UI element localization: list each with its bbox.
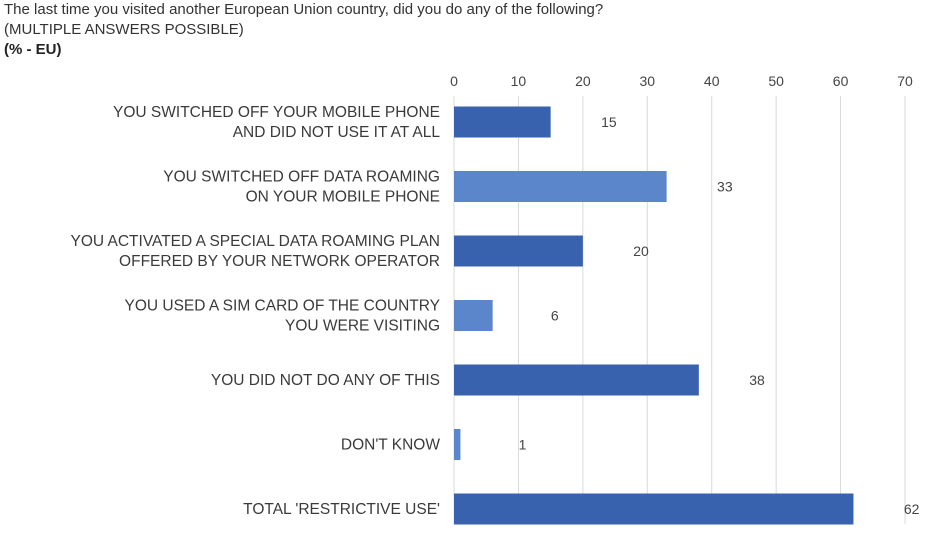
x-tick-label-20: 20 (575, 73, 591, 89)
x-tick-label-30: 30 (639, 73, 655, 89)
category-label-4-line-2: YOU WERE VISITING (285, 318, 440, 335)
unit-label: (% - EU) (4, 41, 62, 58)
bar-2 (454, 171, 667, 202)
bar-6 (454, 429, 461, 460)
bar-3 (454, 235, 583, 267)
category-label-2-line-1: YOU SWITCHED OFF DATA ROAMING (163, 169, 440, 186)
x-tick-label-50: 50 (768, 73, 784, 89)
category-label-3-line-2: OFFERED BY YOUR NETWORK OPERATOR (119, 253, 440, 270)
data-label-2: 33 (717, 179, 733, 195)
data-label-5: 38 (749, 372, 765, 388)
x-tick-label-70: 70 (897, 73, 913, 89)
category-label-5: YOU DID NOT DO ANY OF THIS (211, 372, 440, 389)
data-label-6: 1 (519, 437, 527, 453)
bar-5 (454, 364, 699, 396)
data-label-1: 15 (601, 114, 617, 130)
bar-7 (454, 493, 854, 525)
x-tick-label-10: 10 (511, 73, 527, 89)
chart-header: The last time you visited another Europe… (4, 0, 603, 60)
bar-1 (454, 106, 551, 138)
category-label-4-line-1: YOU USED A SIM CARD OF THE COUNTRY (124, 298, 440, 315)
chart-title: The last time you visited another Europe… (4, 1, 604, 18)
x-tick-label-0: 0 (450, 73, 458, 89)
category-label-3-line-1: YOU ACTIVATED A SPECIAL DATA ROAMING PLA… (70, 233, 440, 250)
chart-subtitle: (MULTIPLE ANSWERS POSSIBLE) (4, 21, 244, 38)
category-label-2-line-2: ON YOUR MOBILE PHONE (246, 189, 440, 206)
bar-4 (454, 300, 493, 331)
data-label-3: 20 (633, 243, 649, 259)
x-tick-label-40: 40 (704, 73, 720, 89)
category-label-1-line-2: AND DID NOT USE IT AT ALL (233, 124, 441, 141)
data-label-4: 6 (551, 308, 559, 324)
category-label-1-line-1: YOU SWITCHED OFF YOUR MOBILE PHONE (113, 104, 440, 121)
data-label-7: 62 (904, 501, 920, 517)
category-label-6: DON'T KNOW (341, 437, 440, 454)
x-tick-label-60: 60 (833, 73, 849, 89)
category-label-7: TOTAL 'RESTRICTIVE USE' (243, 501, 440, 518)
